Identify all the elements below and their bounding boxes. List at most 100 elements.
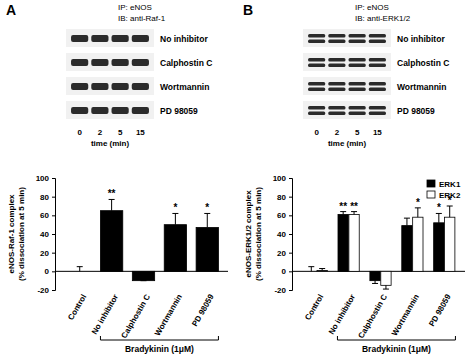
bar bbox=[100, 211, 122, 272]
blot-band bbox=[308, 34, 325, 38]
x-axis: ControlNo inhibitorCalphostin CWortmanni… bbox=[66, 292, 216, 340]
time-label: 15 bbox=[373, 128, 382, 137]
bar bbox=[434, 223, 444, 272]
blot-band bbox=[349, 106, 366, 110]
y-tick-label: 0 bbox=[282, 267, 287, 276]
error-bar bbox=[319, 269, 325, 271]
blot-band bbox=[308, 64, 325, 68]
time-axis-title: time (min) bbox=[328, 139, 367, 148]
y-tick-mark bbox=[52, 178, 55, 179]
y-axis-line bbox=[289, 179, 293, 291]
blot-band bbox=[71, 107, 88, 114]
error-cap bbox=[141, 280, 147, 281]
y-tick-label: 20 bbox=[277, 249, 286, 258]
blot-band bbox=[71, 35, 88, 42]
x-tick-label: Wortmannin bbox=[390, 293, 421, 338]
bar bbox=[132, 271, 154, 280]
x-tick: Control bbox=[303, 293, 325, 322]
blot-band bbox=[308, 82, 325, 86]
blot-band bbox=[308, 40, 325, 44]
significance-label: ** bbox=[339, 201, 347, 212]
error-bar bbox=[340, 212, 346, 215]
blot-band bbox=[308, 88, 325, 92]
blot-band bbox=[328, 106, 345, 110]
y-tick: 40 bbox=[277, 230, 292, 239]
error-cap bbox=[383, 289, 389, 290]
bar bbox=[381, 271, 391, 285]
y-tick-mark bbox=[289, 197, 292, 198]
blot-row-label: PD 98059 bbox=[160, 106, 198, 116]
error-cap bbox=[404, 218, 410, 219]
annotation-bracket bbox=[100, 336, 218, 340]
blot-band bbox=[91, 83, 108, 90]
time-label: 2 bbox=[98, 128, 103, 137]
blot-band bbox=[308, 58, 325, 62]
blot-band bbox=[328, 82, 345, 86]
x-tick: Wortmannin bbox=[390, 293, 421, 338]
y-tick-mark bbox=[52, 215, 55, 216]
y-axis: -20020406080100 bbox=[273, 174, 293, 295]
plot-marks bbox=[308, 206, 455, 289]
y-tick-label: -20 bbox=[274, 286, 286, 295]
error-bar bbox=[372, 281, 378, 284]
time-label: 15 bbox=[136, 128, 145, 137]
error-cap bbox=[308, 266, 314, 267]
blot-band bbox=[349, 34, 366, 38]
blot-membrane bbox=[303, 101, 391, 119]
significance-label: ** bbox=[350, 201, 358, 212]
error-bar bbox=[141, 280, 147, 281]
y-tick: 100 bbox=[273, 174, 292, 183]
legend: ERK1ERK2 bbox=[427, 180, 461, 200]
blot-band bbox=[369, 82, 386, 86]
error-cap bbox=[319, 268, 325, 269]
blot-band bbox=[71, 83, 88, 90]
x-tick: Wortmannin bbox=[153, 293, 184, 338]
time-label: 2 bbox=[335, 128, 340, 137]
y-tick: 40 bbox=[40, 230, 55, 239]
x-tick: PD 98059 bbox=[427, 292, 453, 328]
y-axis-title: (% dissociation at 5 min) bbox=[254, 187, 263, 281]
blot-row-label: Wortmannin bbox=[397, 82, 446, 92]
blot-band bbox=[132, 59, 149, 66]
error-bar bbox=[308, 267, 314, 272]
significance-labels: **** bbox=[108, 188, 210, 213]
blot-row-label: Calphostin C bbox=[397, 58, 449, 68]
bar bbox=[196, 227, 218, 271]
ib-label: IB: anti-Raf-1 bbox=[118, 14, 166, 23]
x-tick-label: PD 98059 bbox=[190, 292, 216, 328]
bar-chart: -20020406080100eNOS-ERK1/2 complex(% dis… bbox=[244, 174, 465, 354]
y-tick-label: 40 bbox=[40, 230, 49, 239]
ib-label: IB: anti-ERK1/2 bbox=[355, 14, 411, 23]
blot-band bbox=[369, 40, 386, 44]
blot-band bbox=[328, 88, 345, 92]
x-tick-label: No inhibitor bbox=[327, 293, 357, 336]
blot-band bbox=[308, 106, 325, 110]
y-axis-title: eNOS-ERK1/2 complex bbox=[244, 190, 253, 278]
blot-band bbox=[349, 88, 366, 92]
y-tick: 0 bbox=[45, 267, 55, 276]
y-tick-mark bbox=[52, 253, 55, 254]
blot-band bbox=[112, 35, 129, 42]
blot-panel: BIP: eNOSIB: anti-ERK1/2No inhibitorCalp… bbox=[243, 2, 449, 148]
error-stem bbox=[207, 213, 208, 227]
y-tick: 60 bbox=[40, 211, 55, 220]
error-stem bbox=[111, 199, 112, 210]
y-tick-mark bbox=[289, 215, 292, 216]
legend-swatch bbox=[427, 180, 435, 187]
time-label: 0 bbox=[77, 128, 82, 137]
blot-band bbox=[328, 58, 345, 62]
y-tick-label: 80 bbox=[277, 193, 286, 202]
blot-membrane bbox=[303, 77, 391, 95]
blot-row-label: Calphostin C bbox=[160, 58, 212, 68]
blot-band bbox=[112, 107, 129, 114]
error-stem bbox=[449, 206, 450, 217]
y-tick-label: -20 bbox=[37, 286, 49, 295]
blot-membrane bbox=[66, 53, 154, 71]
y-tick-label: 20 bbox=[40, 249, 49, 258]
blot-band bbox=[349, 112, 366, 116]
y-tick-mark bbox=[289, 271, 292, 272]
error-bar bbox=[415, 208, 421, 217]
blot-row-label: No inhibitor bbox=[160, 34, 208, 44]
blot-band bbox=[71, 59, 88, 66]
plot-marks bbox=[77, 199, 219, 280]
